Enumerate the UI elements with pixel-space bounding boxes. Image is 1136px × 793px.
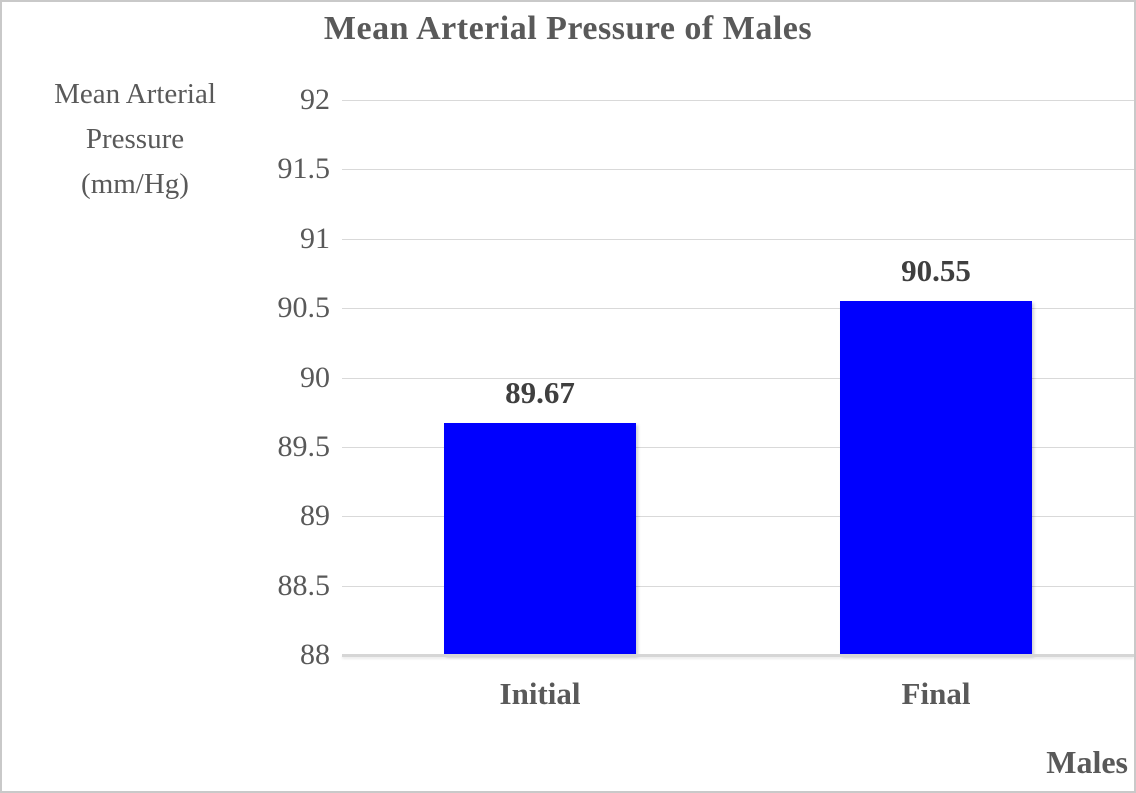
y-tick-label-91: 91: [300, 221, 330, 255]
gridline-y-91.5: [342, 169, 1134, 171]
gridline-y-90.5: [342, 308, 1134, 310]
y-tick-label-90: 90: [300, 360, 330, 394]
chart-title: Mean Arterial Pressure of Males: [323, 10, 813, 47]
y-tick-label-89.5: 89.5: [277, 429, 331, 463]
y-tick-label-92: 92: [300, 83, 330, 116]
gridline-y-89.5: [342, 446, 1134, 448]
bar-final[interactable]: [840, 301, 1032, 655]
y-tick-label-89: 89: [300, 499, 330, 533]
gridline-y-91: [342, 238, 1134, 240]
x-axis-line: [342, 654, 1134, 657]
x-axis-title: Males: [1046, 744, 1128, 780]
y-tick-label-90.5: 90.5: [277, 291, 331, 325]
y-axis-title: Mean Arterial Pressure (mm/Hg): [54, 78, 216, 200]
gridline-y-92: [342, 100, 1134, 101]
gridline-y-89: [342, 516, 1134, 518]
plot-area: 89.67 90.55: [342, 100, 1134, 655]
y-tick-label-91.5: 91.5: [277, 152, 331, 186]
bar-value-label-initial: 89.67: [505, 375, 575, 411]
bar-initial[interactable]: [444, 423, 636, 655]
y-tick-label-88.5: 88.5: [277, 568, 331, 602]
y-tick-label-88: 88: [300, 638, 330, 671]
gridline-y-90: [342, 377, 1134, 379]
bar-value-label-final: 90.55: [901, 253, 971, 289]
x-category-label-initial: Initial: [499, 676, 581, 711]
x-category-label-final: Final: [901, 676, 971, 711]
gridline-y-88.5: [342, 585, 1134, 587]
